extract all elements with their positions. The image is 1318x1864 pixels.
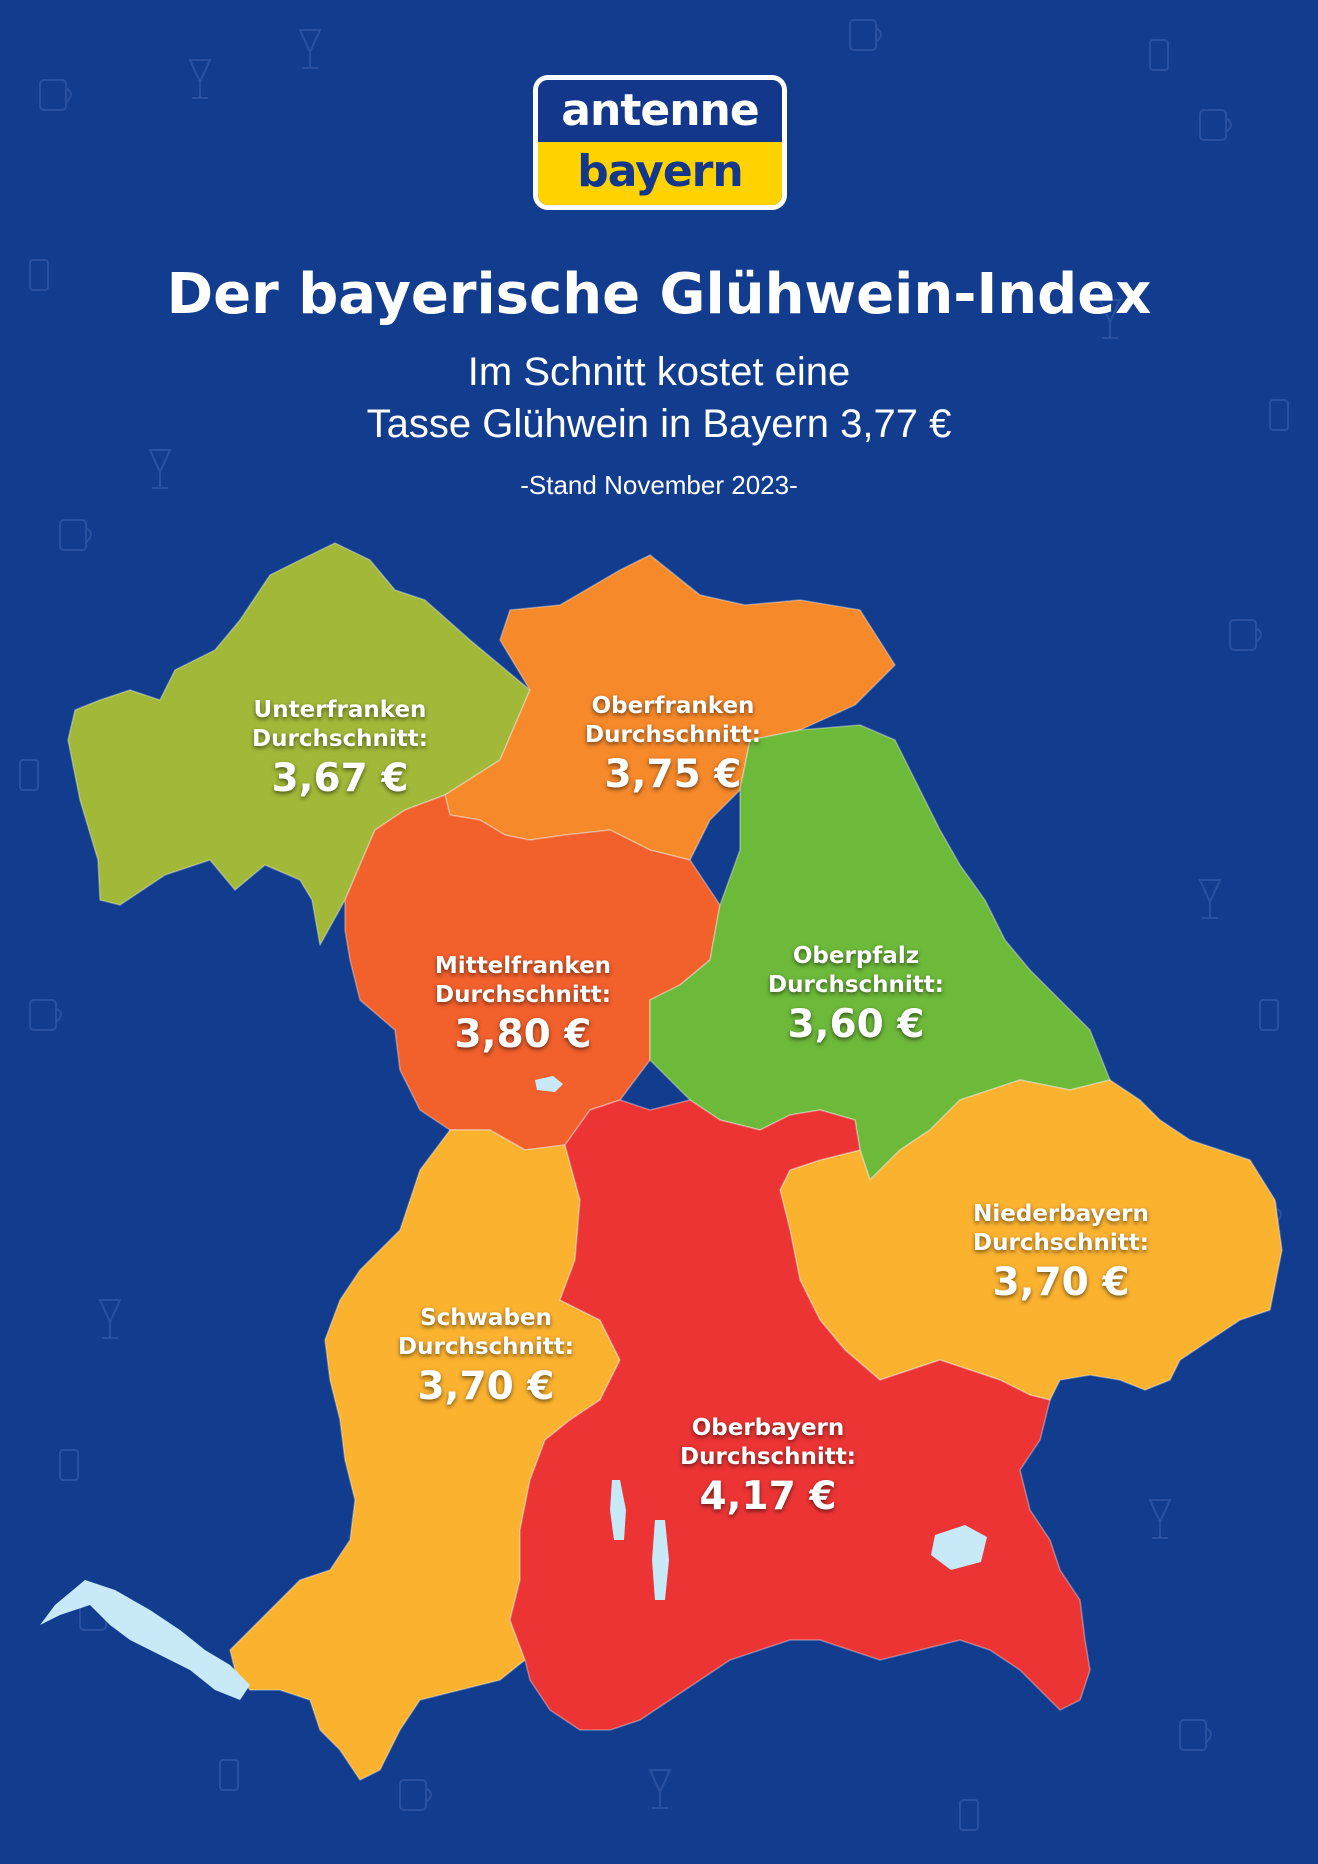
logo-line-2: bayern xyxy=(538,142,782,205)
logo-line-1: antenne xyxy=(538,80,782,142)
region-price: 3,67 € xyxy=(271,756,409,801)
can-icon xyxy=(1269,399,1289,431)
region-average-label: Durchschnitt: xyxy=(680,1444,856,1470)
region-price: 3,70 € xyxy=(417,1364,555,1409)
page-title: Der bayerische Glühwein-Index xyxy=(166,262,1152,327)
label-schwaben: Schwaben Durchschnitt: 3,70 € xyxy=(356,1304,616,1412)
mug-icon xyxy=(1199,109,1232,141)
label-oberfranken: Oberfranken Durchschnitt: 3,75 € xyxy=(543,692,803,800)
mug-icon xyxy=(29,999,62,1031)
glass-icon xyxy=(1098,299,1122,339)
lake-chiemsee xyxy=(931,1525,987,1570)
label-niederbayern: Niederbayern Durchschnitt: 3,70 € xyxy=(931,1200,1191,1308)
glass-icon xyxy=(1148,1499,1172,1539)
region-price: 3,75 € xyxy=(604,752,742,797)
label-unterfranken: Unterfranken Durchschnitt: 3,67 € xyxy=(210,696,470,804)
lake-ammersee xyxy=(610,1480,626,1540)
lake-bodensee xyxy=(40,1580,250,1700)
glass-icon xyxy=(298,29,322,69)
label-mittelfranken: Mittelfranken Durchschnitt: 3,80 € xyxy=(393,952,653,1060)
lakes xyxy=(40,1076,987,1700)
label-oberpfalz: Oberpfalz Durchschnitt: 3,60 € xyxy=(726,942,986,1050)
region-price: 4,17 € xyxy=(699,1474,837,1519)
stand-date: -Stand November 2023- xyxy=(520,470,798,500)
lake-starnberger-see xyxy=(652,1520,669,1600)
can-icon xyxy=(59,1449,79,1481)
label-oberbayern: Oberbayern Durchschnitt: 4,17 € xyxy=(638,1414,898,1522)
region-name: Unterfranken xyxy=(253,697,427,723)
region-name: Oberbayern xyxy=(691,1415,845,1441)
region-name: Oberpfalz xyxy=(792,943,920,969)
glass-icon xyxy=(98,1299,122,1339)
mug-icon xyxy=(1229,619,1262,651)
can-icon xyxy=(29,259,49,291)
antenne-bayern-logo: antenne bayern xyxy=(538,80,782,205)
lake-brombachsee xyxy=(535,1076,563,1092)
region-average-label: Durchschnitt: xyxy=(435,982,611,1008)
region-price: 3,80 € xyxy=(454,1012,592,1057)
can-icon xyxy=(19,759,39,791)
region-average-label: Durchschnitt: xyxy=(398,1334,574,1360)
region-unterfranken[interactable] xyxy=(67,542,531,946)
region-name: Schwaben xyxy=(420,1305,552,1331)
region-average-label: Durchschnitt: xyxy=(252,726,428,752)
subtitle-line-2: Tasse Glühwein in Bayern 3,77 € xyxy=(366,402,952,446)
region-average-label: Durchschnitt: xyxy=(973,1230,1149,1256)
region-price: 3,70 € xyxy=(992,1260,1130,1305)
mug-icon xyxy=(399,1779,432,1811)
can-icon xyxy=(219,1759,239,1791)
glass-icon xyxy=(148,449,172,489)
mug-icon xyxy=(849,19,882,51)
region-name: Mittelfranken xyxy=(434,953,612,979)
subtitle-line-1: Im Schnitt kostet eine xyxy=(467,350,851,394)
region-average-label: Durchschnitt: xyxy=(585,722,761,748)
glass-icon xyxy=(188,59,212,99)
region-name: Niederbayern xyxy=(973,1201,1149,1227)
glass-icon xyxy=(1198,879,1222,919)
region-name: Oberfranken xyxy=(591,693,755,719)
can-icon xyxy=(1259,999,1279,1031)
can-icon xyxy=(1149,39,1169,71)
mug-icon xyxy=(39,79,72,111)
region-average-label: Durchschnitt: xyxy=(768,972,944,998)
can-icon xyxy=(959,1799,979,1831)
mug-icon xyxy=(1179,1719,1212,1751)
glass-icon xyxy=(648,1769,672,1809)
region-price: 3,60 € xyxy=(787,1002,925,1047)
mug-icon xyxy=(59,519,92,551)
